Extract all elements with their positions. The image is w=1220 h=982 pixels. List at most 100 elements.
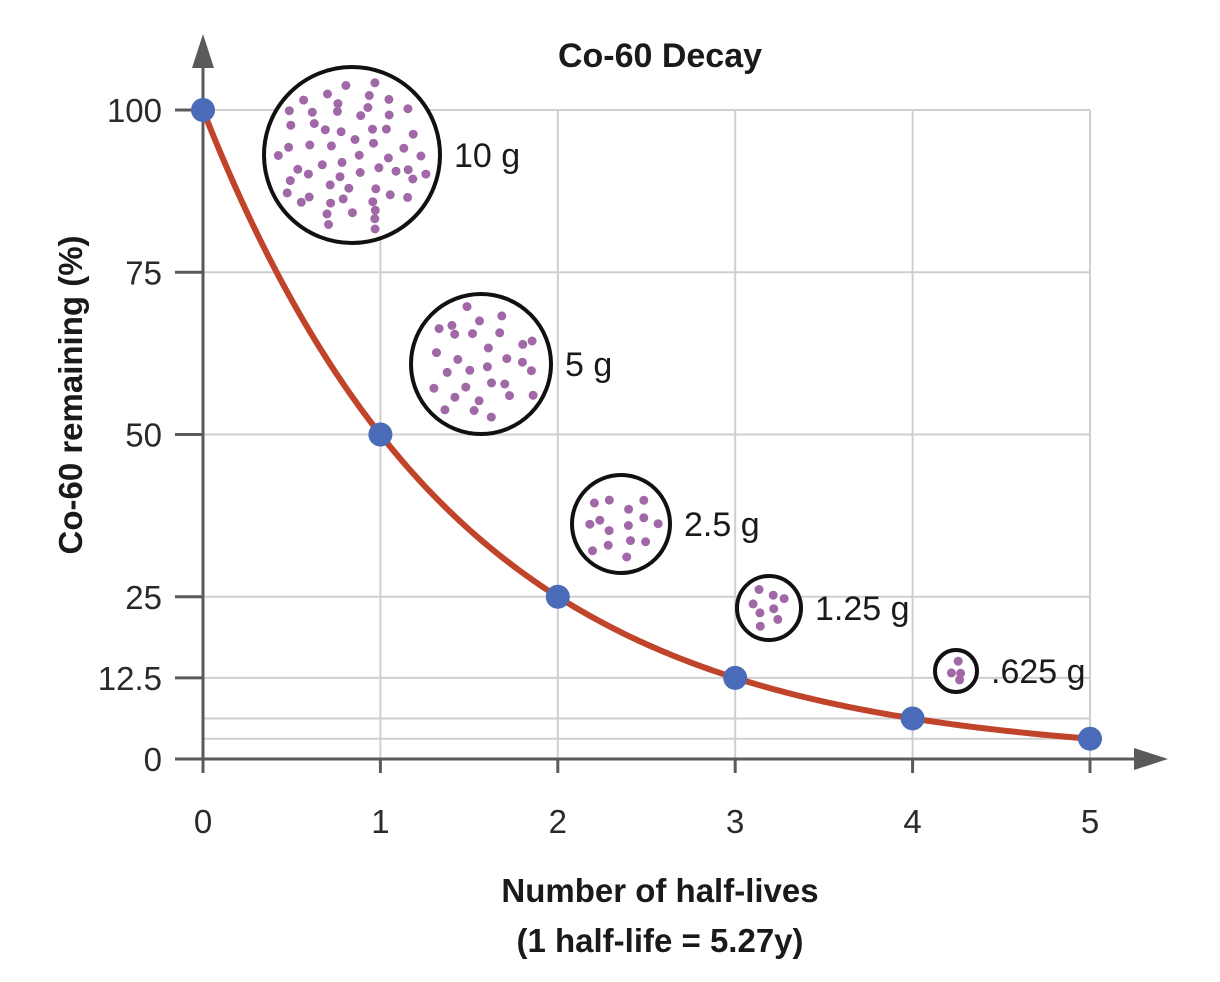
atom-dot xyxy=(487,378,496,388)
atom-dot xyxy=(323,89,332,99)
atom-dot xyxy=(603,540,613,550)
atom-dot xyxy=(303,169,313,179)
atom-dot xyxy=(755,608,765,618)
atom-dot xyxy=(953,656,963,666)
atom-dot xyxy=(370,205,380,215)
atom-dot xyxy=(370,78,380,88)
atom-dot xyxy=(364,91,374,100)
atom-dot xyxy=(442,367,452,377)
x-tick-label: 1 xyxy=(371,803,389,840)
y-tick-label: 75 xyxy=(125,254,162,291)
atom-dot xyxy=(595,515,605,525)
atom-dot xyxy=(293,164,303,174)
atom-dot xyxy=(332,106,342,116)
atom-dot xyxy=(495,328,505,338)
atom-dot xyxy=(505,391,514,401)
atom-dot xyxy=(370,224,380,234)
y-tick-label: 100 xyxy=(107,92,162,129)
atom-dot xyxy=(305,140,315,150)
atom-dot xyxy=(299,95,309,105)
grid-lines xyxy=(203,109,1091,759)
atom-dot xyxy=(347,208,357,218)
x-tick-label: 3 xyxy=(726,803,744,840)
data-point xyxy=(1078,726,1102,751)
atom-dot xyxy=(956,668,966,678)
atom-dot xyxy=(354,150,364,160)
atom-dot xyxy=(624,504,634,514)
atom-dot xyxy=(391,166,401,176)
atom-dot xyxy=(304,192,314,202)
atom-dot xyxy=(461,382,471,392)
atom-dot xyxy=(440,405,450,415)
atom-dot xyxy=(748,599,758,609)
atom-dot xyxy=(639,495,649,505)
atom-dot xyxy=(755,621,765,631)
atom-dot xyxy=(527,336,537,346)
atom-dot xyxy=(447,320,457,330)
atom-dot xyxy=(482,362,492,372)
atom-dot xyxy=(403,192,413,202)
atom-dot xyxy=(450,392,460,402)
atom-dot xyxy=(285,176,295,186)
atom-dot xyxy=(344,183,354,193)
atom-dot xyxy=(779,594,789,604)
x-tick-label: 4 xyxy=(903,803,921,840)
atom-dot xyxy=(369,138,378,148)
x-tick-label: 5 xyxy=(1081,803,1099,840)
atom-dot xyxy=(336,127,346,137)
mass-label: 10 g xyxy=(454,137,520,175)
atom-dot xyxy=(403,104,413,114)
atom-dot xyxy=(374,163,384,173)
decay-curve xyxy=(200,107,1093,742)
atom-dot xyxy=(341,81,351,90)
atom-dot xyxy=(385,190,395,200)
atom-dot xyxy=(518,339,528,349)
atom-dot xyxy=(604,495,614,505)
atom-dot xyxy=(284,142,294,152)
y-tick-label: 50 xyxy=(125,417,162,454)
y-axis-arrow xyxy=(192,34,214,68)
atom-dot xyxy=(416,151,426,161)
atom-dot xyxy=(623,521,633,530)
y-tick-label: 25 xyxy=(125,579,162,616)
atom-dot xyxy=(333,99,343,109)
atom-dot xyxy=(368,124,377,134)
atom-dot xyxy=(317,160,327,170)
atom-dot xyxy=(408,129,418,139)
atom-dot xyxy=(307,107,317,117)
atom-dot xyxy=(337,157,347,167)
atom-dot xyxy=(502,354,512,364)
atom-dot xyxy=(585,519,595,529)
atom-dot xyxy=(320,125,330,135)
atom-dot xyxy=(483,343,493,353)
atom-dot xyxy=(384,94,394,104)
atom-dot xyxy=(309,119,319,128)
y-tick-label: 12.5 xyxy=(98,660,162,697)
chart-title: Co-60 Decay xyxy=(558,37,762,75)
x-axis-title: Number of half-lives xyxy=(501,872,818,909)
atom-dot xyxy=(325,180,335,190)
atom-dot xyxy=(653,519,663,529)
atom-dot xyxy=(475,316,484,326)
atom-dot xyxy=(768,590,778,600)
atom-dot xyxy=(284,106,294,116)
sample-circles: 10 g 5 g 2.5 g 1.25 g .625 g xyxy=(262,65,1086,694)
data-point xyxy=(368,422,393,447)
atom-dot xyxy=(324,220,333,229)
atom-dot xyxy=(462,302,472,312)
atom-dot xyxy=(286,120,296,130)
mass-label: 2.5 g xyxy=(684,506,760,544)
atom-dot xyxy=(486,412,496,422)
sample-circle xyxy=(933,648,979,694)
atom-dot xyxy=(383,153,393,163)
axes xyxy=(175,34,1168,770)
atom-dot xyxy=(421,169,431,179)
atom-dot xyxy=(370,214,380,224)
atom-dot xyxy=(517,357,527,367)
atom-dot xyxy=(399,143,409,153)
atom-dot xyxy=(335,172,345,182)
atom-dot xyxy=(639,513,649,523)
y-axis-title: Co-60 remaining (%) xyxy=(52,235,89,554)
data-point xyxy=(545,584,570,609)
